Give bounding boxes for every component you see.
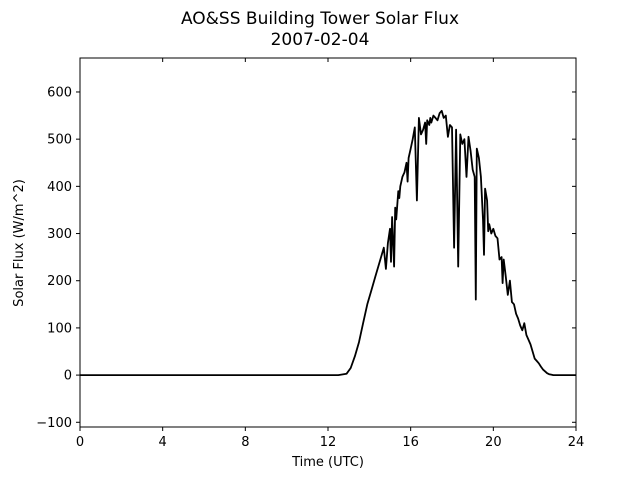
y-axis-label: Solar Flux (W/m^2): [12, 179, 27, 307]
y-tick-label: −100: [36, 416, 72, 431]
y-tick-label: 100: [47, 321, 72, 336]
chart-title: AO&SS Building Tower Solar Flux: [181, 9, 459, 29]
y-tick-label: 200: [47, 274, 72, 289]
x-tick-label: 16: [402, 435, 419, 450]
solar-flux-line: [80, 109, 576, 376]
plot-area-frame: [79, 57, 577, 428]
x-tick-label: 24: [568, 435, 585, 450]
y-tick-label: 400: [47, 180, 72, 195]
y-axis: −100 0 100 200 300 400 500 600: [36, 85, 576, 431]
y-tick-label: 600: [47, 85, 72, 100]
x-tick-label: 12: [320, 435, 337, 450]
chart-subtitle: 2007-02-04: [271, 30, 370, 50]
y-tick-label: 500: [47, 133, 72, 148]
x-tick-label: 0: [76, 435, 84, 450]
y-tick-label: 0: [64, 369, 72, 384]
x-tick-label: 20: [485, 435, 502, 450]
x-axis-label: Time (UTC): [291, 455, 364, 470]
y-tick-label: 300: [47, 227, 72, 242]
x-axis: 0 4 8 12 16 20 24: [76, 58, 584, 450]
x-tick-label: 8: [241, 435, 249, 450]
x-tick-label: 4: [159, 435, 167, 450]
